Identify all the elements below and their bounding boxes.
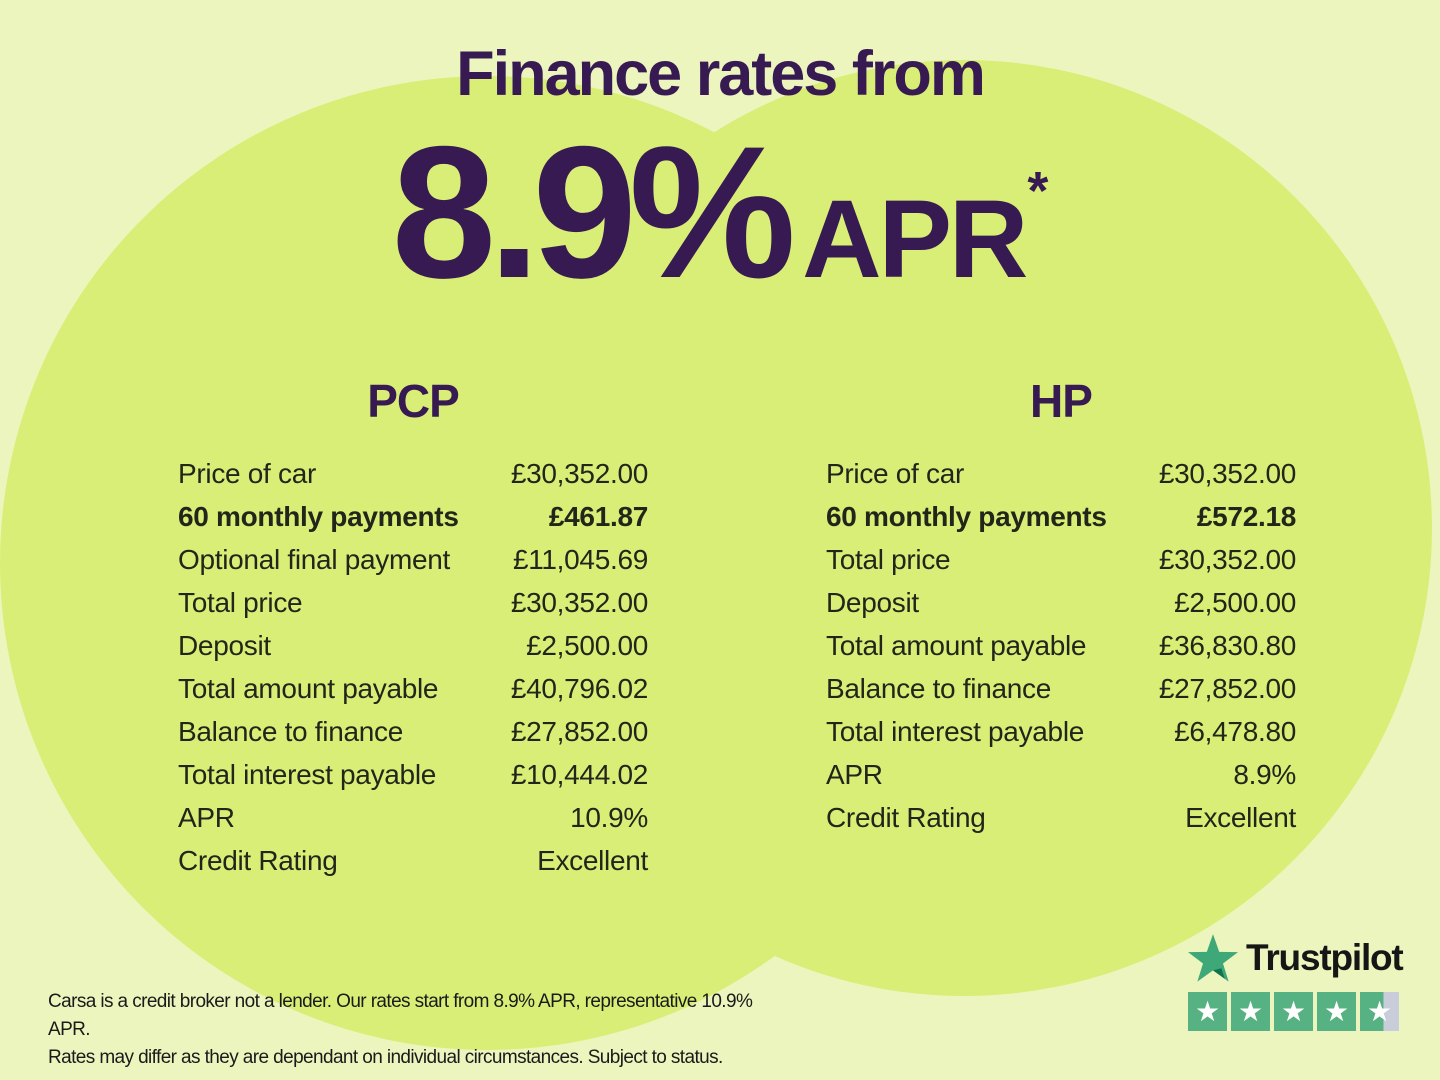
row-value: £27,852.00 (510, 716, 648, 747)
table-row: Price of car £30,352.00 (826, 452, 1296, 495)
rating-star-box: ★ (1231, 992, 1270, 1031)
row-value: £6,478.80 (1174, 716, 1296, 747)
row-label: Price of car (826, 458, 964, 489)
table-row: Balance to finance £27,852.00 (178, 710, 648, 753)
table-row: Total amount payable £40,796.02 (178, 667, 648, 710)
hp-rows: Price of car £30,352.00 60 monthly payment… (826, 452, 1296, 839)
disclaimer-line-1: Carsa is a credit broker not a lender. O… (48, 991, 753, 1040)
row-value: £30,352.00 (1158, 544, 1296, 575)
row-value: £27,852.00 (1158, 673, 1296, 704)
headline: Finance rates from (456, 39, 986, 109)
hp-title: HP (1030, 375, 1093, 427)
row-label: Total price (178, 587, 303, 618)
table-row: Total interest payable £6,478.80 (826, 710, 1296, 753)
row-label: Total amount payable (826, 630, 1087, 661)
table-row: Total price £30,352.00 (826, 538, 1296, 581)
table-row: Credit Rating Excellent (178, 839, 648, 882)
row-label: Credit Rating (178, 845, 338, 876)
star-icon: ★ (1194, 995, 1221, 1028)
table-row: Balance to finance £27,852.00 (826, 667, 1296, 710)
row-label: Total interest payable (178, 759, 437, 790)
trustpilot-rating-stars: ★ ★ ★ ★ ★ (1188, 992, 1403, 1031)
trustpilot-logo: Trustpilot (1188, 932, 1404, 984)
row-label: Total interest payable (826, 716, 1085, 747)
row-value: £2,500.00 (1174, 587, 1296, 618)
table-row: Credit Rating Excellent (826, 796, 1296, 839)
row-value: Excellent (537, 845, 648, 876)
hp-table: HP Price of car £30,352.00 60 monthly paym… (826, 375, 1296, 839)
row-label: Balance to finance (178, 716, 403, 747)
row-label: APR (826, 759, 883, 790)
row-value: Excellent (1185, 802, 1296, 833)
table-row: Total price £30,352.00 (178, 581, 648, 624)
table-row: Deposit £2,500.00 (826, 581, 1296, 624)
table-row: 60 monthly payments £572.18 (826, 495, 1296, 538)
table-row: APR 8.9% (826, 753, 1296, 796)
star-icon: ★ (1280, 995, 1307, 1028)
table-row: Total amount payable £36,830.80 (826, 624, 1296, 667)
row-value: £461.87 (548, 501, 648, 532)
table-row: APR 10.9% (178, 796, 648, 839)
row-label: Total price (826, 544, 951, 575)
table-row: Deposit £2,500.00 (178, 624, 648, 667)
background-circle-right (496, 60, 1432, 996)
row-value: 8.9% (1233, 759, 1296, 790)
row-label: 60 monthly payments (826, 501, 1107, 532)
rating-star-box: ★ (1188, 992, 1227, 1031)
table-row: Total interest payable £10,444.02 (178, 753, 648, 796)
rate-line: 8.9% APR * (0, 118, 1440, 306)
rating-star-box: ★ (1360, 992, 1399, 1031)
rating-star-box: ★ (1317, 992, 1356, 1031)
row-label: Total amount payable (178, 673, 439, 704)
rating-star-box: ★ (1274, 992, 1313, 1031)
pcp-rows: Price of car £30,352.00 60 monthly payment… (178, 452, 648, 882)
row-value: £30,352.00 (1158, 458, 1296, 489)
row-label: Price of car (178, 458, 316, 489)
row-value: £2,500.00 (526, 630, 648, 661)
rate-unit: APR (802, 178, 1028, 301)
star-icon: ★ (1323, 995, 1350, 1028)
row-label: 60 monthly payments (178, 501, 459, 532)
star-icon: ★ (1237, 995, 1264, 1028)
trustpilot-badge: Trustpilot ★ ★ ★ ★ ★ (1188, 932, 1404, 1031)
disclaimer-line-2: Rates may differ as they are dependant o… (48, 1047, 723, 1068)
rate-asterisk: * (1027, 161, 1049, 221)
row-value: £36,830.80 (1158, 630, 1296, 661)
row-value: 10.9% (570, 802, 648, 833)
pcp-title: PCP (367, 375, 460, 427)
row-label: APR (178, 802, 235, 833)
rate-value: 8.9% (391, 107, 797, 317)
table-row: Optional final payment £11,045.69 (178, 538, 648, 581)
trustpilot-wordmark: Trustpilot (1246, 937, 1404, 978)
row-label: Deposit (826, 587, 919, 618)
row-value: £30,352.00 (510, 587, 648, 618)
table-row: 60 monthly payments £461.87 (178, 495, 648, 538)
star-icon: ★ (1366, 995, 1393, 1028)
row-label: Deposit (178, 630, 271, 661)
row-value: £572.18 (1196, 501, 1296, 532)
table-row: Price of car £30,352.00 (178, 452, 648, 495)
row-label: Balance to finance (826, 673, 1051, 704)
trustpilot-star-icon (1188, 934, 1238, 982)
row-value: £40,796.02 (510, 673, 648, 704)
disclaimer: Carsa is a credit broker not a lender. O… (48, 988, 788, 1072)
row-value: £10,444.02 (510, 759, 648, 790)
row-value: £30,352.00 (510, 458, 648, 489)
pcp-table: PCP Price of car £30,352.00 60 monthly pay… (178, 375, 648, 882)
row-value: £11,045.69 (512, 544, 648, 575)
row-label: Optional final payment (178, 544, 451, 575)
row-label: Credit Rating (826, 802, 986, 833)
